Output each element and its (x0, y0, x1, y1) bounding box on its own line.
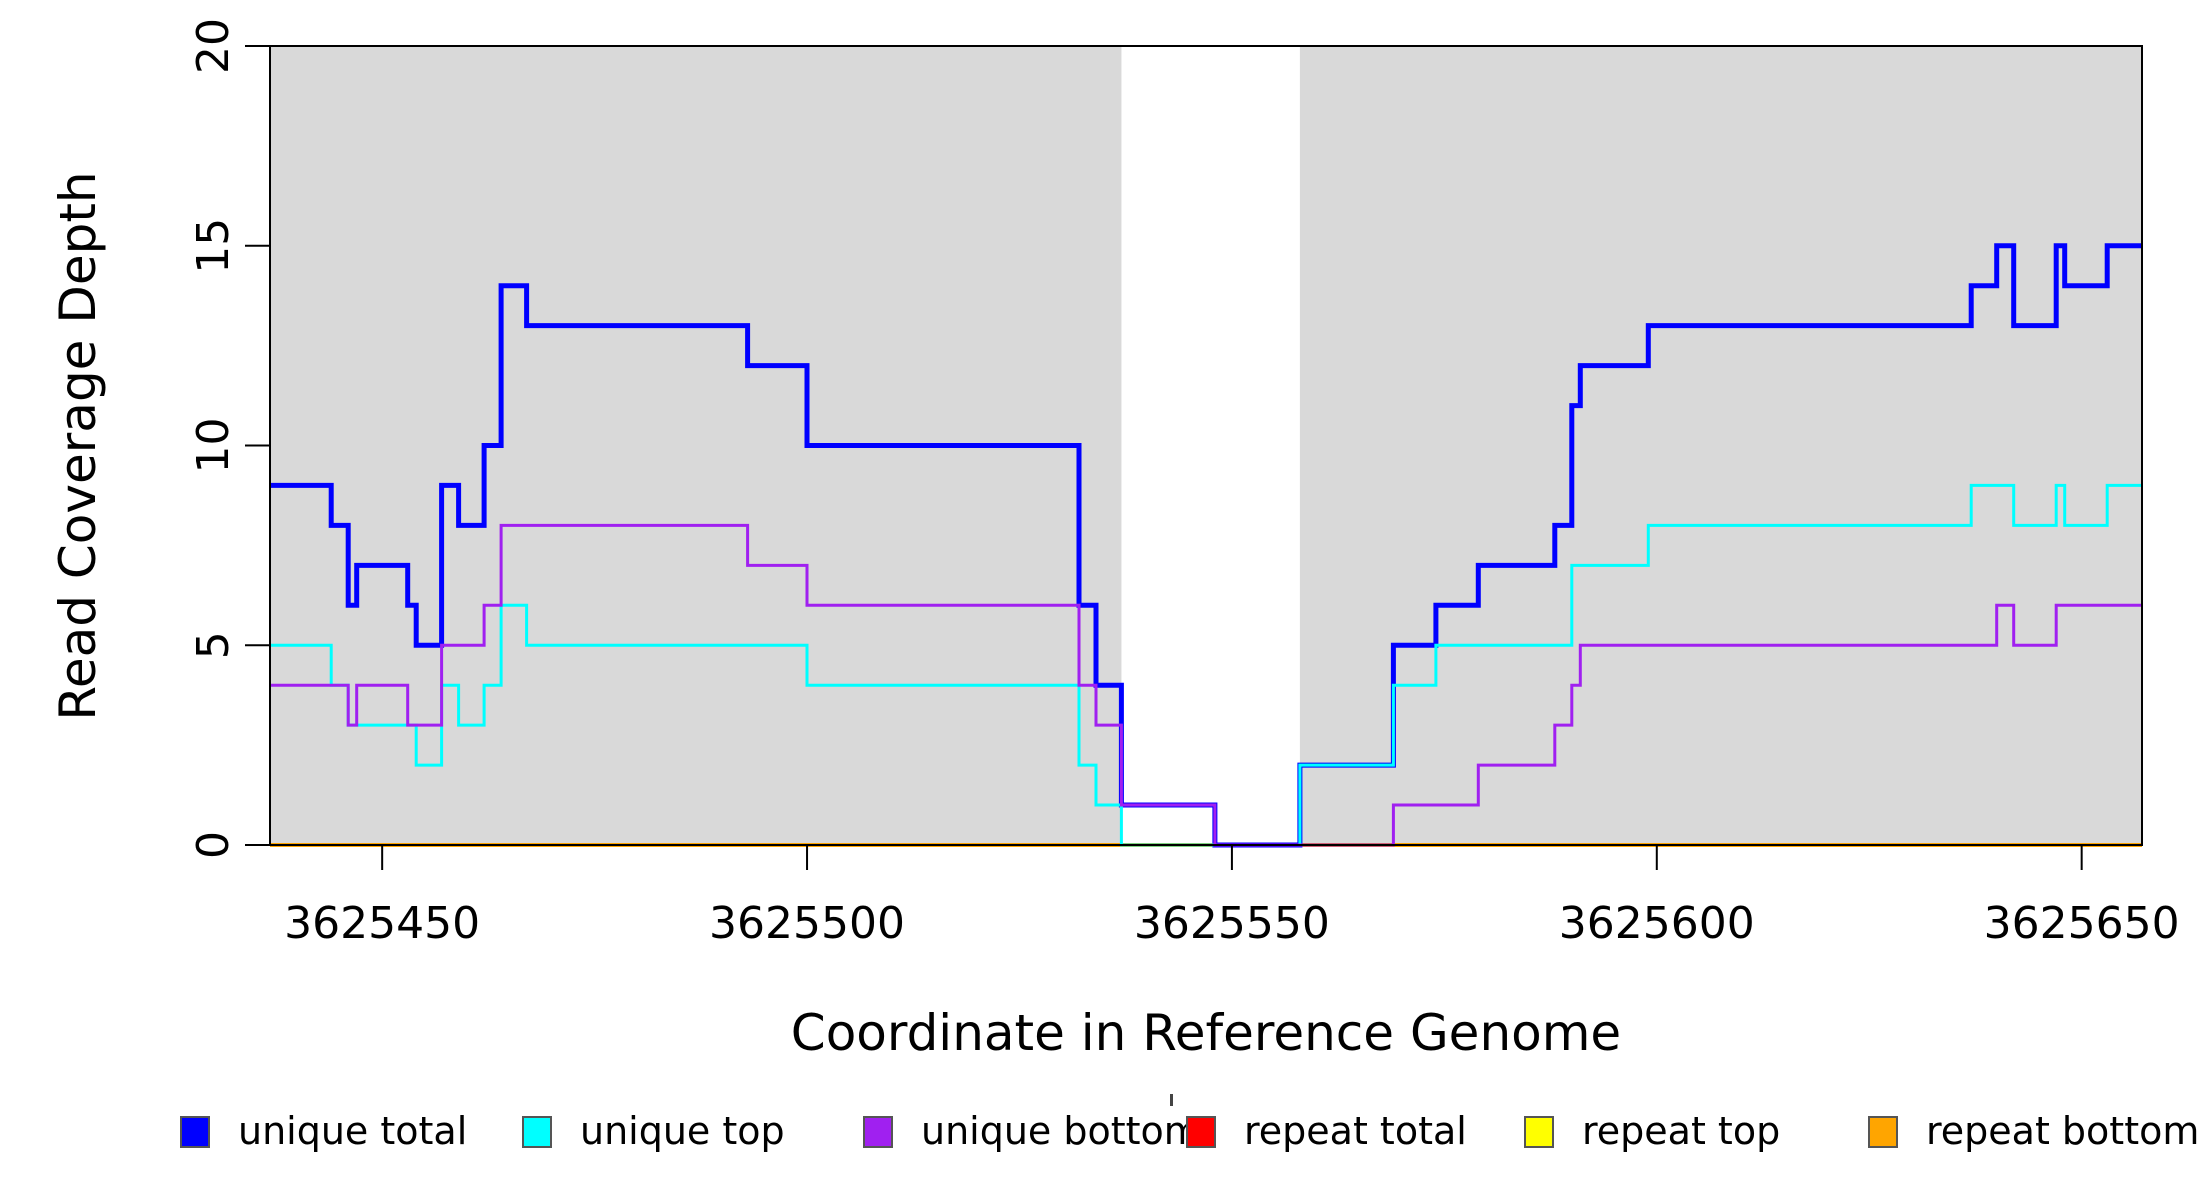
shaded-region-2 (1299, 46, 2142, 845)
series-line-unique-bottom (270, 523, 2142, 847)
y-tick-label: 10 (188, 418, 239, 474)
legend-swatch-repeat-total (1186, 1116, 1216, 1148)
legend-item-unique-top: unique top (522, 1109, 785, 1153)
y-tick-label: 5 (188, 631, 239, 659)
y-tick-label: 15 (188, 218, 239, 274)
legend-swatch-unique-top (522, 1116, 552, 1148)
legend-item-unique-total: unique total (180, 1109, 467, 1153)
legend-swatch-unique-total (180, 1116, 210, 1148)
x-tick-label: 3625650 (1984, 898, 2180, 949)
legend-item-unique-bottom: unique bottom (863, 1109, 1201, 1153)
legend-label-unique-total: unique total (238, 1109, 467, 1153)
legend-swatch-repeat-bottom (1868, 1116, 1898, 1148)
x-tick-label: 3625550 (1134, 898, 1330, 949)
legend-swatch-repeat-top (1524, 1116, 1554, 1148)
legend-item-repeat-top: repeat top (1524, 1109, 1780, 1153)
legend-label-repeat-top: repeat top (1582, 1109, 1780, 1153)
legend-item-repeat-total: repeat total (1186, 1109, 1467, 1153)
axis-ticks-and-labels: 3625450 3625500 3625550 3625600 3625650 0 5 10 1… (188, 18, 2180, 949)
legend-label-unique-top: unique top (580, 1109, 785, 1153)
y-tick-label: 0 (188, 831, 239, 859)
legend: unique total unique top unique bottom repea… (180, 1109, 2199, 1153)
x-tick-label: 3625500 (709, 898, 905, 949)
x-tick-label: 3625600 (1559, 898, 1755, 949)
legend-swatch-unique-bottom (863, 1116, 893, 1148)
y-tick-label: 20 (188, 18, 239, 74)
legend-label-unique-bottom: unique bottom (921, 1109, 1201, 1153)
x-tick-label: 3625450 (284, 898, 480, 949)
x-axis-title: Coordinate in Reference Genome (791, 1004, 1621, 1062)
y-axis-title: Read Coverage Depth (49, 171, 107, 720)
legend-item-repeat-bottom: repeat bottom (1868, 1109, 2199, 1153)
legend-label-repeat-bottom: repeat bottom (1926, 1109, 2199, 1153)
shaded-regions (270, 46, 2142, 845)
legend-label-repeat-total: repeat total (1244, 1109, 1467, 1153)
stray-mark (1170, 1094, 1173, 1106)
